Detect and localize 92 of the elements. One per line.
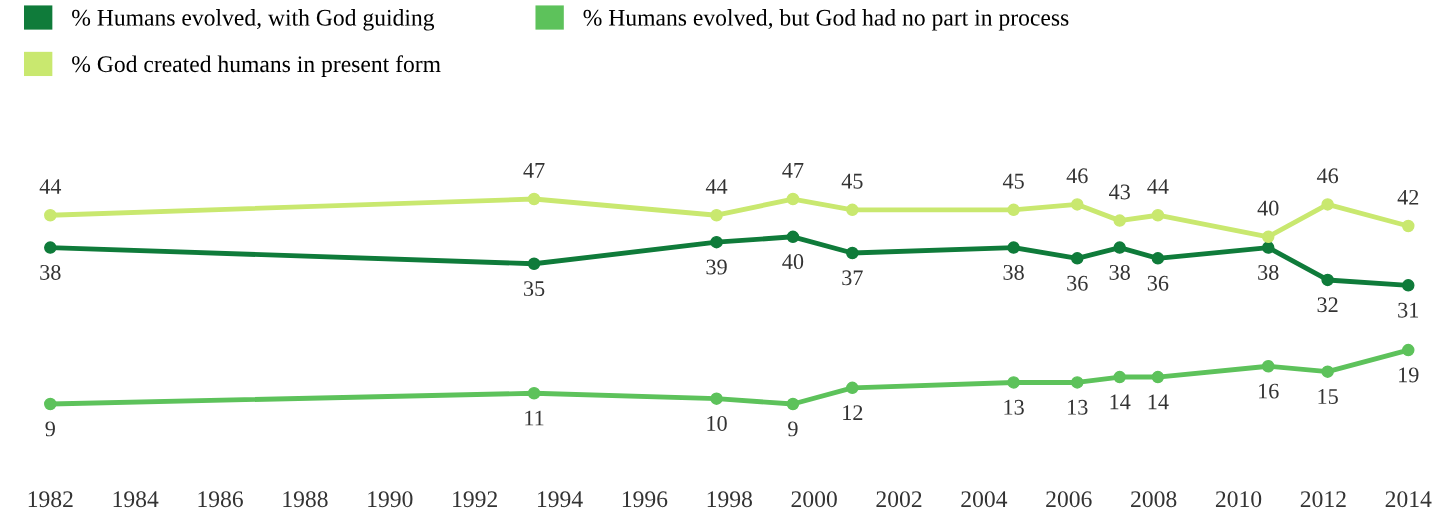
point <box>846 381 859 395</box>
point <box>1321 365 1334 378</box>
x-tick-label: 1990 <box>368 491 413 508</box>
data-label: 38 <box>40 264 61 280</box>
data-label: 38 <box>1109 264 1130 280</box>
point <box>1007 203 1020 217</box>
point <box>710 392 723 405</box>
point <box>710 235 723 249</box>
x-tick-label: 1992 <box>453 491 497 508</box>
x-tick-label: 2000 <box>791 491 837 508</box>
point <box>1071 252 1084 265</box>
data-label: 45 <box>1002 173 1024 189</box>
point <box>1113 370 1126 384</box>
data-label: 40 <box>1257 200 1279 216</box>
data-label: 16 <box>1259 383 1279 399</box>
point <box>1007 376 1020 389</box>
point <box>1321 273 1334 287</box>
point <box>527 257 541 271</box>
data-label: 11 <box>525 410 544 426</box>
data-label: 45 <box>841 173 863 189</box>
x-tick-label: 2006 <box>1046 491 1092 508</box>
x-tick-label: 2004 <box>961 491 1008 508</box>
point <box>1151 208 1165 222</box>
data-label: 39 <box>706 259 727 275</box>
point <box>44 397 57 411</box>
point <box>527 386 541 400</box>
data-label: 14 <box>1110 394 1131 410</box>
point <box>1113 214 1126 227</box>
data-label: 38 <box>1258 264 1279 280</box>
x-tick-label: 2010 <box>1215 491 1262 508</box>
data-label: 44 <box>1147 179 1169 194</box>
point <box>1007 241 1020 254</box>
data-label: 32 <box>1317 297 1338 313</box>
point <box>1071 198 1084 211</box>
x-tick-label: 1998 <box>707 491 752 508</box>
data-label: 35 <box>524 281 545 297</box>
data-label: 46 <box>1066 168 1088 184</box>
point <box>1402 279 1415 292</box>
data-label: 36 <box>1067 275 1088 291</box>
point <box>1151 252 1165 265</box>
point <box>527 192 541 206</box>
x-tick-label: 1984 <box>113 491 159 508</box>
legend-label: % Humans evolved, with God guiding <box>72 9 435 31</box>
data-label: 43 <box>1109 184 1130 200</box>
data-label: 13 <box>1004 399 1024 415</box>
point <box>44 208 57 222</box>
point <box>786 192 800 206</box>
data-label: 40 <box>782 254 804 270</box>
data-label: 44 <box>705 179 728 194</box>
data-label: 42 <box>1397 189 1419 205</box>
point <box>846 203 859 217</box>
point <box>44 241 57 254</box>
point <box>786 230 800 244</box>
data-label: 9 <box>788 421 798 437</box>
x-tick-label: 2002 <box>876 491 922 508</box>
x-tick-label: 1986 <box>198 491 243 508</box>
x-tick-label: 1996 <box>622 491 668 508</box>
data-label: 47 <box>523 163 545 178</box>
data-label: 38 <box>1003 264 1024 280</box>
data-label: 10 <box>707 415 727 431</box>
data-label: 37 <box>842 270 863 286</box>
data-label: 13 <box>1068 399 1088 415</box>
legend-label: % Humans evolved, but God had no part in process <box>583 9 1069 31</box>
point <box>1151 370 1165 384</box>
point <box>710 208 723 222</box>
x-tick-label: 1988 <box>283 491 328 508</box>
point <box>1402 219 1415 233</box>
data-label: 15 <box>1318 389 1338 404</box>
data-label: 14 <box>1148 394 1169 410</box>
data-label: 12 <box>843 405 863 420</box>
data-label: 44 <box>39 179 62 194</box>
data-label: 46 <box>1316 168 1339 184</box>
point <box>1261 360 1275 373</box>
point <box>1261 241 1275 254</box>
data-label: 19 <box>1399 367 1419 383</box>
data-label: 36 <box>1147 275 1169 291</box>
point <box>1113 241 1126 254</box>
x-tick-label: 2012 <box>1300 491 1346 508</box>
point <box>1321 198 1334 211</box>
x-tick-label: 1982 <box>28 491 73 508</box>
point <box>1071 376 1084 389</box>
data-label: 9 <box>45 421 55 437</box>
point <box>1402 343 1415 357</box>
data-label: 47 <box>782 163 804 178</box>
point <box>846 246 859 260</box>
data-label: 31 <box>1398 302 1419 318</box>
point <box>1261 230 1275 244</box>
legend-label: % God created humans in present form <box>72 55 441 77</box>
x-tick-label: 2014 <box>1385 491 1432 508</box>
point <box>786 397 800 411</box>
x-tick-label: 1994 <box>538 491 583 508</box>
x-tick-label: 2008 <box>1131 491 1177 508</box>
